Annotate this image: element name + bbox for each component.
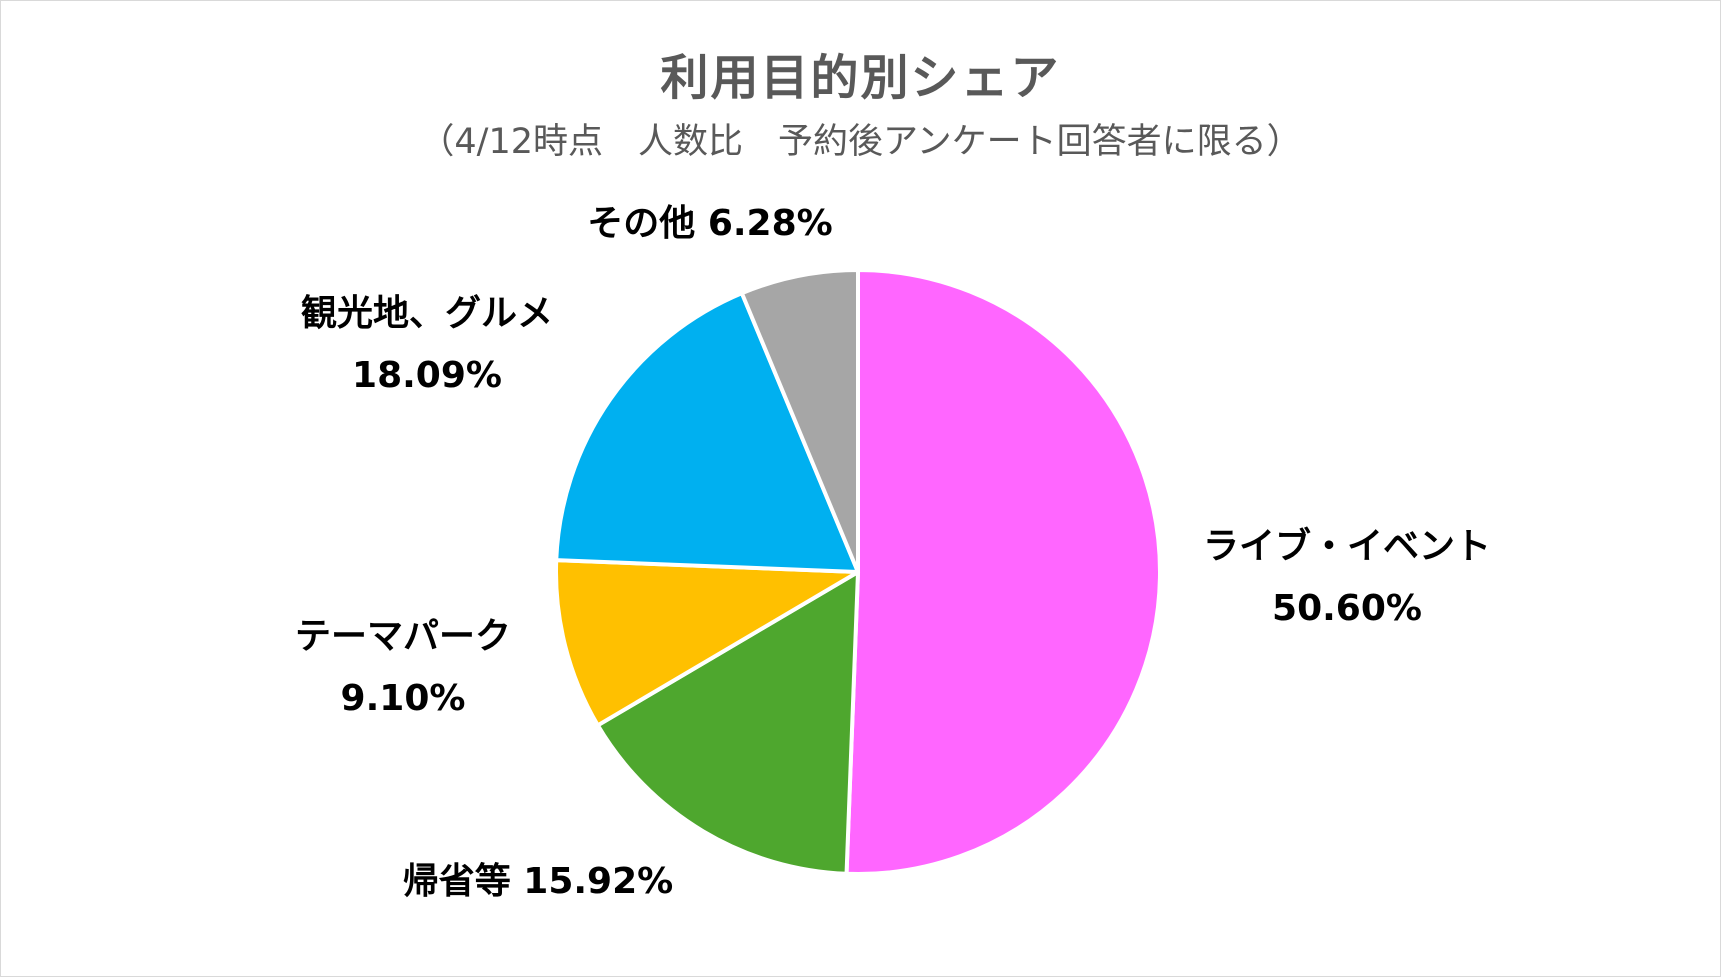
chart-subtitle: （4/12時点 人数比 予約後アンケート回答者に限る） (419, 122, 1302, 162)
pie-slice-1 (844, 268, 1162, 876)
data-label-category-value: 帰省等 15.92% (403, 861, 673, 902)
data-label-category: テーマパーク (295, 616, 511, 657)
data-label-value: 18.09% (352, 355, 502, 396)
chart-title: 利用目的別シェア (660, 50, 1061, 106)
data-label-category: 観光地、グルメ (301, 293, 553, 334)
pie-slice-4 (554, 291, 860, 574)
pie-slice-2 (595, 570, 860, 876)
data-label-value: 9.10% (341, 678, 466, 719)
pie-slice-5 (739, 268, 860, 574)
data-label-value: 50.60% (1272, 588, 1422, 629)
pie-data-labels: ライブ・イベント 50.60% 帰省等 15.92% テーマパーク 9.10% 観光地、グ… (295, 203, 1491, 902)
pie-slice-3 (554, 558, 860, 728)
data-label-category-value: その他 6.28% (587, 203, 832, 244)
pie-slices (554, 268, 1162, 876)
data-label-category: ライブ・イベント (1203, 525, 1491, 567)
